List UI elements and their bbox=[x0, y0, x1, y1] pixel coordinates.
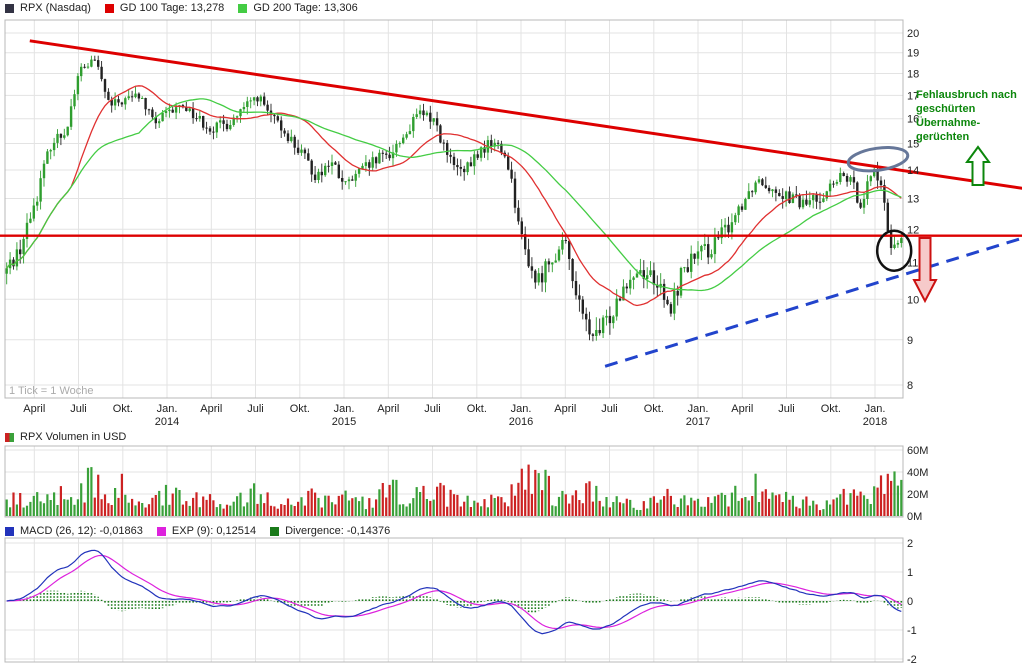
time-axis-label: Jan. bbox=[511, 403, 532, 415]
time-axis-label: Okt. bbox=[821, 403, 841, 415]
macd-axis-label: 1 bbox=[907, 567, 913, 579]
resistance-trendline bbox=[29, 39, 1022, 190]
legend-item-divergence: Divergence: -0,14376 bbox=[270, 525, 390, 537]
time-axis-label: Jan. bbox=[334, 403, 355, 415]
time-axis-year-label: 2018 bbox=[863, 416, 887, 428]
macd-divergence-histogram bbox=[9, 590, 903, 613]
legend-item-volume: RPX Volumen in USD bbox=[5, 431, 126, 443]
price-axis-label: 11 bbox=[907, 258, 918, 270]
time-axis-label: Okt. bbox=[467, 403, 487, 415]
time-axis-year-label: 2017 bbox=[686, 416, 710, 428]
macd-axis-label: -2 bbox=[907, 654, 917, 666]
shape-annotations bbox=[846, 145, 991, 304]
macd-legend: MACD (26, 12): -0,01863 EXP (9): 0,12514… bbox=[5, 525, 404, 537]
divergence-swatch-icon bbox=[270, 526, 280, 536]
annotation-text: Fehlausbruch nach geschürten Übernahme- … bbox=[916, 88, 1022, 144]
price-axis-label: 18 bbox=[907, 69, 919, 81]
false-breakout-ellipse bbox=[846, 146, 910, 173]
exp-line bbox=[6, 554, 902, 630]
macd-axis-label: 2 bbox=[907, 538, 913, 550]
gridlines bbox=[5, 20, 903, 662]
volume-swatch-icon bbox=[5, 432, 14, 442]
up-arrow-icon bbox=[965, 145, 991, 186]
volume-axis-label: 40M bbox=[907, 467, 928, 479]
time-axis-label: Okt. bbox=[644, 403, 664, 415]
time-axis-label: Okt. bbox=[290, 403, 310, 415]
time-axis-label: Juli bbox=[778, 403, 795, 415]
legend-item-rpx: RPX (Nasdaq) bbox=[5, 2, 91, 14]
macd-swatch-icon bbox=[5, 526, 14, 536]
macd-label: MACD (26, 12): -0,01863 bbox=[20, 525, 143, 537]
macd-line bbox=[6, 549, 902, 635]
down-arrow-icon bbox=[912, 237, 938, 304]
gd100-label: GD 100 Tage: 13,278 bbox=[119, 2, 225, 14]
panel-borders bbox=[4, 19, 904, 663]
price-axis-label: 13 bbox=[907, 194, 919, 206]
time-axis-label: April bbox=[554, 403, 576, 415]
price-axis-label: 14 bbox=[907, 165, 919, 177]
time-axis-label: April bbox=[23, 403, 45, 415]
price-axis-label: 8 bbox=[907, 380, 913, 392]
time-axis-label: April bbox=[200, 403, 222, 415]
volume-bars bbox=[5, 464, 903, 516]
time-axis-label: Jan. bbox=[688, 403, 709, 415]
time-axis-year-label: 2015 bbox=[332, 416, 356, 428]
volume-axis-label: 0M bbox=[907, 511, 922, 523]
volume-axis-label: 20M bbox=[907, 489, 928, 501]
price-axis-label: 20 bbox=[907, 28, 919, 40]
time-axis-year-label: 2014 bbox=[155, 416, 179, 428]
axis-labels: 20191817161514131211109860M40M20M0M210-1… bbox=[23, 28, 928, 666]
legend-item-exp: EXP (9): 0,12514 bbox=[156, 525, 257, 537]
trend-lines bbox=[0, 39, 1022, 368]
breakdown-circle bbox=[875, 229, 913, 272]
time-axis-label: Jan. bbox=[865, 403, 886, 415]
volume-label: RPX Volumen in USD bbox=[20, 431, 127, 443]
gd100-line bbox=[6, 85, 902, 307]
macd-axis-label: 0 bbox=[907, 596, 913, 608]
time-axis-label: Juli bbox=[247, 403, 264, 415]
price-legend: RPX (Nasdaq) GD 100 Tage: 13,278 GD 200 … bbox=[5, 2, 372, 14]
time-axis-label: April bbox=[377, 403, 399, 415]
time-axis-label: Juli bbox=[70, 403, 87, 415]
time-axis-label: April bbox=[731, 403, 753, 415]
gd100-swatch-icon bbox=[104, 3, 114, 13]
legend-item-macd: MACD (26, 12): -0,01863 bbox=[5, 525, 143, 537]
divergence-label: Divergence: -0,14376 bbox=[285, 525, 391, 537]
rpx-swatch-icon bbox=[5, 3, 14, 13]
volume-legend: RPX Volumen in USD bbox=[5, 431, 140, 443]
support-trendline-dashed bbox=[604, 237, 1020, 368]
tick-note: 1 Tick = 1 Woche bbox=[9, 385, 94, 397]
time-axis-label: Jan. bbox=[157, 403, 178, 415]
annotation-line: Übernahme- bbox=[916, 117, 981, 129]
exp-swatch-icon bbox=[156, 526, 166, 536]
macd-axis-label: -1 bbox=[907, 625, 917, 637]
price-axis-label: 16 bbox=[907, 114, 919, 126]
price-axis-label: 12 bbox=[907, 224, 919, 236]
gd200-swatch-icon bbox=[238, 3, 248, 13]
price-axis-label: 15 bbox=[907, 139, 919, 151]
volume-axis-label: 60M bbox=[907, 445, 928, 457]
time-axis-label: Okt. bbox=[113, 403, 133, 415]
time-axis-label: Juli bbox=[601, 403, 618, 415]
price-axis-label: 9 bbox=[907, 335, 913, 347]
annotation-line: gerüchten bbox=[916, 131, 970, 143]
gd200-label: GD 200 Tage: 13,306 bbox=[253, 2, 358, 14]
price-axis-label: 10 bbox=[907, 294, 919, 306]
time-axis-label: Juli bbox=[424, 403, 441, 415]
exp-label: EXP (9): 0,12514 bbox=[171, 525, 257, 537]
legend-item-gd100: GD 100 Tage: 13,278 bbox=[104, 2, 225, 14]
rpx-label: RPX (Nasdaq) bbox=[20, 2, 91, 14]
gd200-line bbox=[6, 98, 902, 292]
annotation-line: Fehlausbruch nach bbox=[916, 89, 1017, 101]
annotation-line: geschürten bbox=[916, 103, 976, 115]
time-axis-year-label: 2016 bbox=[509, 416, 533, 428]
price-axis-label: 19 bbox=[907, 48, 919, 60]
legend-item-gd200: GD 200 Tage: 13,306 bbox=[238, 2, 358, 14]
price-axis-label: 17 bbox=[907, 90, 919, 102]
